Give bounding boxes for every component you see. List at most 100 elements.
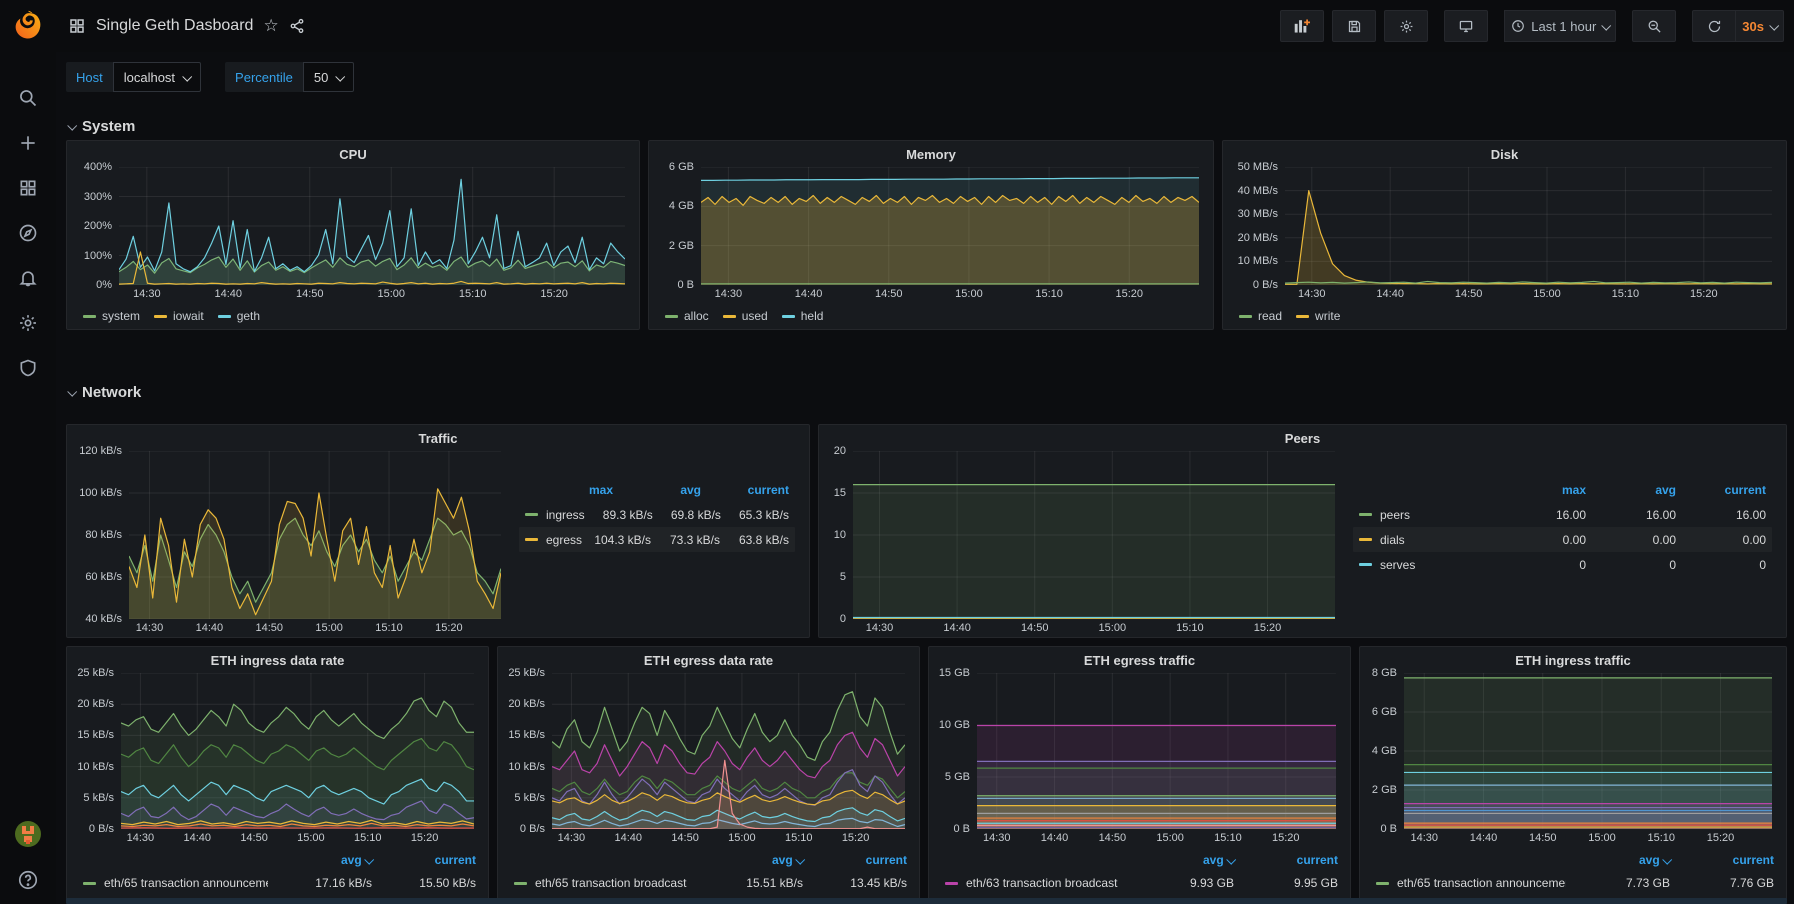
legend-series[interactable]: eth/65 transaction announcement [83, 876, 268, 890]
legend-sort-current[interactable]: current [747, 482, 789, 497]
legend-sort-max[interactable]: max [1561, 482, 1586, 497]
chart-traffic[interactable] [129, 451, 501, 619]
legend-series[interactable]: system [83, 309, 140, 323]
search-icon[interactable] [16, 86, 40, 110]
legend-series[interactable]: peers [1359, 508, 1496, 522]
chart-peers[interactable] [853, 451, 1335, 619]
row-header-system[interactable]: System [67, 118, 135, 135]
legend-sort-current[interactable]: current [865, 853, 907, 867]
panel-title[interactable]: Memory [906, 146, 956, 162]
refresh-interval-picker[interactable]: 30s [1736, 10, 1784, 42]
series-color-marker [1239, 314, 1252, 318]
create-plus-icon[interactable] [16, 131, 40, 155]
legend-header: avg current [1376, 849, 1774, 871]
legend-current-value: 7.76 GB [1729, 876, 1774, 890]
legend-row: eth/65 transaction announcement 17.16 kB/… [83, 871, 476, 895]
chart-eth-ingress-rate[interactable] [121, 673, 474, 829]
cycle-view-mode-button[interactable] [1444, 10, 1489, 42]
star-icon[interactable]: ☆ [263, 16, 279, 35]
share-icon[interactable] [289, 18, 305, 34]
legend-sort-avg[interactable]: avg [699, 853, 806, 867]
legend-series[interactable]: eth/65 transaction announcement [1376, 876, 1566, 890]
legend-sort-max[interactable]: max [588, 482, 613, 497]
configuration-gear-icon[interactable] [16, 311, 40, 335]
dashboard-settings-button[interactable] [1384, 10, 1429, 42]
host-variable-label: Host [66, 62, 113, 92]
dashboards-grid-icon[interactable] [16, 176, 40, 200]
legend-series[interactable]: eth/65 transaction broadcast [514, 876, 699, 890]
legend-sort-avg[interactable]: avg [1655, 482, 1676, 497]
panel-title[interactable]: ETH ingress traffic [1515, 652, 1631, 668]
legend-sort-current[interactable]: current [1732, 853, 1774, 867]
refresh-button[interactable] [1692, 10, 1737, 42]
x-axis: 14:30 14:40 14:50 15:00 15:10 15:20 [714, 288, 1144, 300]
legend-avg-value: 15.51 kB/s [746, 876, 803, 890]
save-dashboard-button[interactable] [1332, 10, 1377, 42]
series-color-marker [154, 314, 168, 318]
chart-memory[interactable] [701, 167, 1199, 285]
legend-series[interactable]: alloc [665, 309, 709, 323]
legend-sort-current[interactable]: current [1296, 853, 1338, 867]
host-variable-select[interactable]: localhost [112, 62, 202, 92]
legend-series[interactable]: held [781, 309, 823, 323]
server-admin-shield-icon[interactable] [16, 356, 40, 380]
chevron-down-icon [1769, 20, 1780, 31]
scroll-cutoff-strip [66, 898, 1787, 904]
legend-avg-value: 7.73 GB [1625, 876, 1670, 890]
panel-title[interactable]: ETH egress data rate [643, 652, 774, 668]
y-axis: 0 B/s 5 kB/s 10 kB/s 15 kB/s 20 kB/s 25 kB/s [77, 667, 114, 835]
chart-eth-egress-traffic[interactable] [977, 673, 1336, 829]
add-panel-button[interactable] [1280, 10, 1325, 42]
x-axis: 14:30 14:40 14:50 15:00 15:10 15:20 [865, 622, 1282, 634]
panel-title[interactable]: CPU [339, 146, 367, 162]
legend-series[interactable]: used [722, 309, 768, 323]
series-color-marker [217, 314, 231, 318]
top-navbar: Single Geth Dasboard ☆ Last 1 ho [56, 0, 1794, 52]
legend-series[interactable]: geth [217, 309, 260, 323]
legend-series[interactable]: dials [1359, 533, 1496, 547]
explore-compass-icon[interactable] [16, 221, 40, 245]
legend-series[interactable]: egress [525, 533, 582, 547]
legend-disk: read write [1223, 303, 1786, 329]
legend-sort-avg[interactable]: avg [680, 482, 701, 497]
legend-series[interactable]: read [1239, 309, 1282, 323]
legend-sort-avg[interactable]: avg [1130, 853, 1237, 867]
legend-series[interactable]: serves [1359, 558, 1496, 572]
legend-series[interactable]: eth/63 transaction broadcast [945, 876, 1130, 890]
legend-series[interactable]: iowait [154, 309, 204, 323]
panel-title[interactable]: Traffic [418, 430, 458, 446]
series-color-marker [1359, 538, 1372, 541]
panel-title[interactable]: Peers [1284, 430, 1321, 446]
grafana-logo-icon[interactable] [9, 8, 47, 46]
chart-eth-ingress-traffic[interactable] [1404, 673, 1772, 829]
panel-title[interactable]: ETH egress traffic [1083, 652, 1196, 668]
legend-series[interactable]: ingress [525, 508, 585, 522]
legend-value: 16.00 [1645, 507, 1676, 522]
legend-sort-avg[interactable]: avg [268, 853, 375, 867]
x-axis: 14:30 14:40 14:50 15:00 15:10 15:20 [1298, 288, 1718, 300]
legend-sort-current[interactable]: current [434, 853, 476, 867]
legend-series[interactable]: write [1296, 309, 1340, 323]
zoom-out-time-button[interactable] [1632, 10, 1677, 42]
chart-cpu[interactable] [119, 167, 625, 285]
chevron-down-icon [182, 71, 193, 82]
series-color-marker [1359, 513, 1372, 516]
chart-disk[interactable] [1285, 167, 1772, 285]
alerting-bell-icon[interactable] [16, 266, 40, 290]
panel-title[interactable]: Disk [1490, 146, 1519, 162]
help-icon[interactable] [16, 868, 40, 892]
legend-sort-current[interactable]: current [1724, 482, 1766, 497]
row-header-network[interactable]: Network [67, 384, 141, 401]
x-axis: 14:30 14:40 14:50 15:00 15:10 15:20 [126, 832, 439, 844]
series-color-marker [1296, 314, 1310, 318]
user-avatar[interactable] [14, 820, 42, 848]
chart-eth-egress-rate[interactable] [552, 673, 905, 829]
percentile-variable-select[interactable]: 50 [302, 62, 355, 92]
panel-cpu: CPU 0% 100% 200% 300% 400% 14:30 14:40 14:50 15… [66, 140, 640, 330]
legend-sort-avg[interactable]: avg [1566, 853, 1673, 867]
time-range-picker[interactable]: Last 1 hour [1504, 10, 1617, 42]
panel-title[interactable]: ETH ingress data rate [210, 652, 345, 668]
